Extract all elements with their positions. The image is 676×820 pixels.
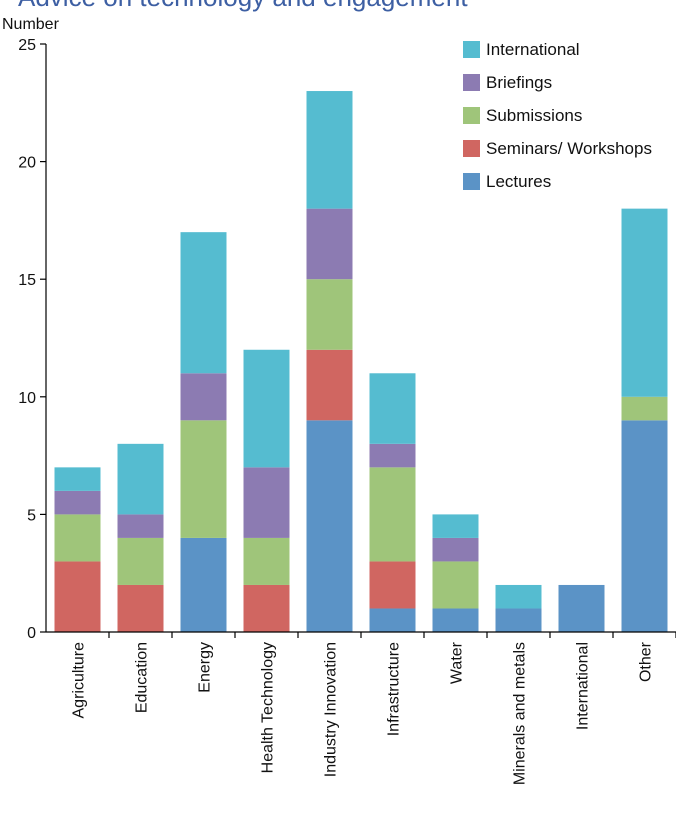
y-ticks-layer: 0 5 10 15 20 25 (18, 37, 46, 642)
bar-energy-briefings (180, 373, 227, 421)
bar-agriculture-submissions (54, 514, 101, 562)
bar-energy-lectures (180, 537, 227, 632)
bar-water-lectures (432, 608, 479, 632)
bar-energy-submissions (180, 420, 227, 538)
legend-label-submissions: Submissions (486, 106, 582, 125)
bar-other-submissions (621, 396, 668, 421)
x-tick-label-international: International (575, 642, 592, 730)
bar-industry-innovation-briefings (306, 208, 353, 280)
bar-infrastructure-seminars-workshops (369, 561, 416, 609)
bar-minerals-and-metals-international (495, 584, 542, 609)
legend: International Briefings Submissions Seminar… (463, 40, 652, 191)
y-tick-label-10: 10 (18, 390, 36, 407)
chart-title: Advice on technology and engagement (18, 0, 468, 12)
x-tick-label-energy: Energy (197, 642, 214, 693)
x-tick-label-agriculture: Agriculture (71, 642, 88, 719)
bar-infrastructure-submissions (369, 467, 416, 562)
bar-industry-innovation-seminars-workshops (306, 349, 353, 421)
bar-infrastructure-international (369, 373, 416, 444)
bar-health-technology-seminars-workshops (243, 584, 290, 632)
bar-education-international (117, 443, 164, 515)
x-tick-label-health-technology: Health Technology (260, 642, 277, 773)
legend-swatch-briefings (463, 74, 480, 91)
bar-international-lectures (558, 584, 605, 632)
bar-health-technology-international (243, 349, 290, 468)
bar-water-international (432, 514, 479, 538)
x-tick-label-water: Water (449, 641, 466, 684)
bar-agriculture-international (54, 467, 101, 491)
bar-minerals-and-metals-lectures (495, 608, 542, 632)
bar-infrastructure-lectures (369, 608, 416, 632)
bars-layer (54, 91, 668, 632)
y-axis-label: Number (2, 16, 60, 33)
bar-energy-international (180, 232, 227, 374)
y-tick-label-20: 20 (18, 155, 36, 172)
bar-other-international (621, 208, 668, 397)
bar-agriculture-seminars-workshops (54, 561, 101, 632)
bar-other-lectures (621, 420, 668, 632)
legend-swatch-lectures (463, 173, 480, 190)
x-tick-label-other: Other (638, 641, 655, 682)
x-tick-label-minerals-and-metals: Minerals and metals (512, 642, 529, 785)
bar-infrastructure-briefings (369, 443, 416, 468)
bar-water-briefings (432, 537, 479, 562)
legend-label-international: International (486, 40, 580, 59)
legend-label-seminars-workshops: Seminars/ Workshops (486, 139, 652, 158)
bar-education-submissions (117, 537, 164, 585)
bar-health-technology-briefings (243, 467, 290, 538)
x-tick-label-education: Education (134, 642, 151, 713)
bar-industry-innovation-submissions (306, 279, 353, 350)
legend-swatch-submissions (463, 107, 480, 124)
bar-water-submissions (432, 561, 479, 609)
y-tick-label-15: 15 (18, 272, 36, 289)
legend-swatch-international (463, 41, 480, 58)
bar-agriculture-briefings (54, 490, 101, 515)
x-tick-label-industry-innovation: Industry Innovation (323, 642, 340, 777)
y-tick-label-5: 5 (27, 507, 36, 524)
bar-education-seminars-workshops (117, 584, 164, 632)
legend-swatch-seminars-workshops (463, 140, 480, 157)
y-tick-label-0: 0 (27, 625, 36, 642)
bar-education-briefings (117, 514, 164, 538)
y-tick-label-25: 25 (18, 37, 36, 54)
x-tick-label-infrastructure: Infrastructure (386, 642, 403, 736)
bar-industry-innovation-lectures (306, 420, 353, 632)
legend-label-lectures: Lectures (486, 172, 551, 191)
x-tick-labels-layer: Agriculture Education Energy Health Technol… (71, 632, 676, 785)
bar-industry-innovation-international (306, 91, 353, 209)
legend-label-briefings: Briefings (486, 73, 552, 92)
bar-health-technology-submissions (243, 537, 290, 585)
